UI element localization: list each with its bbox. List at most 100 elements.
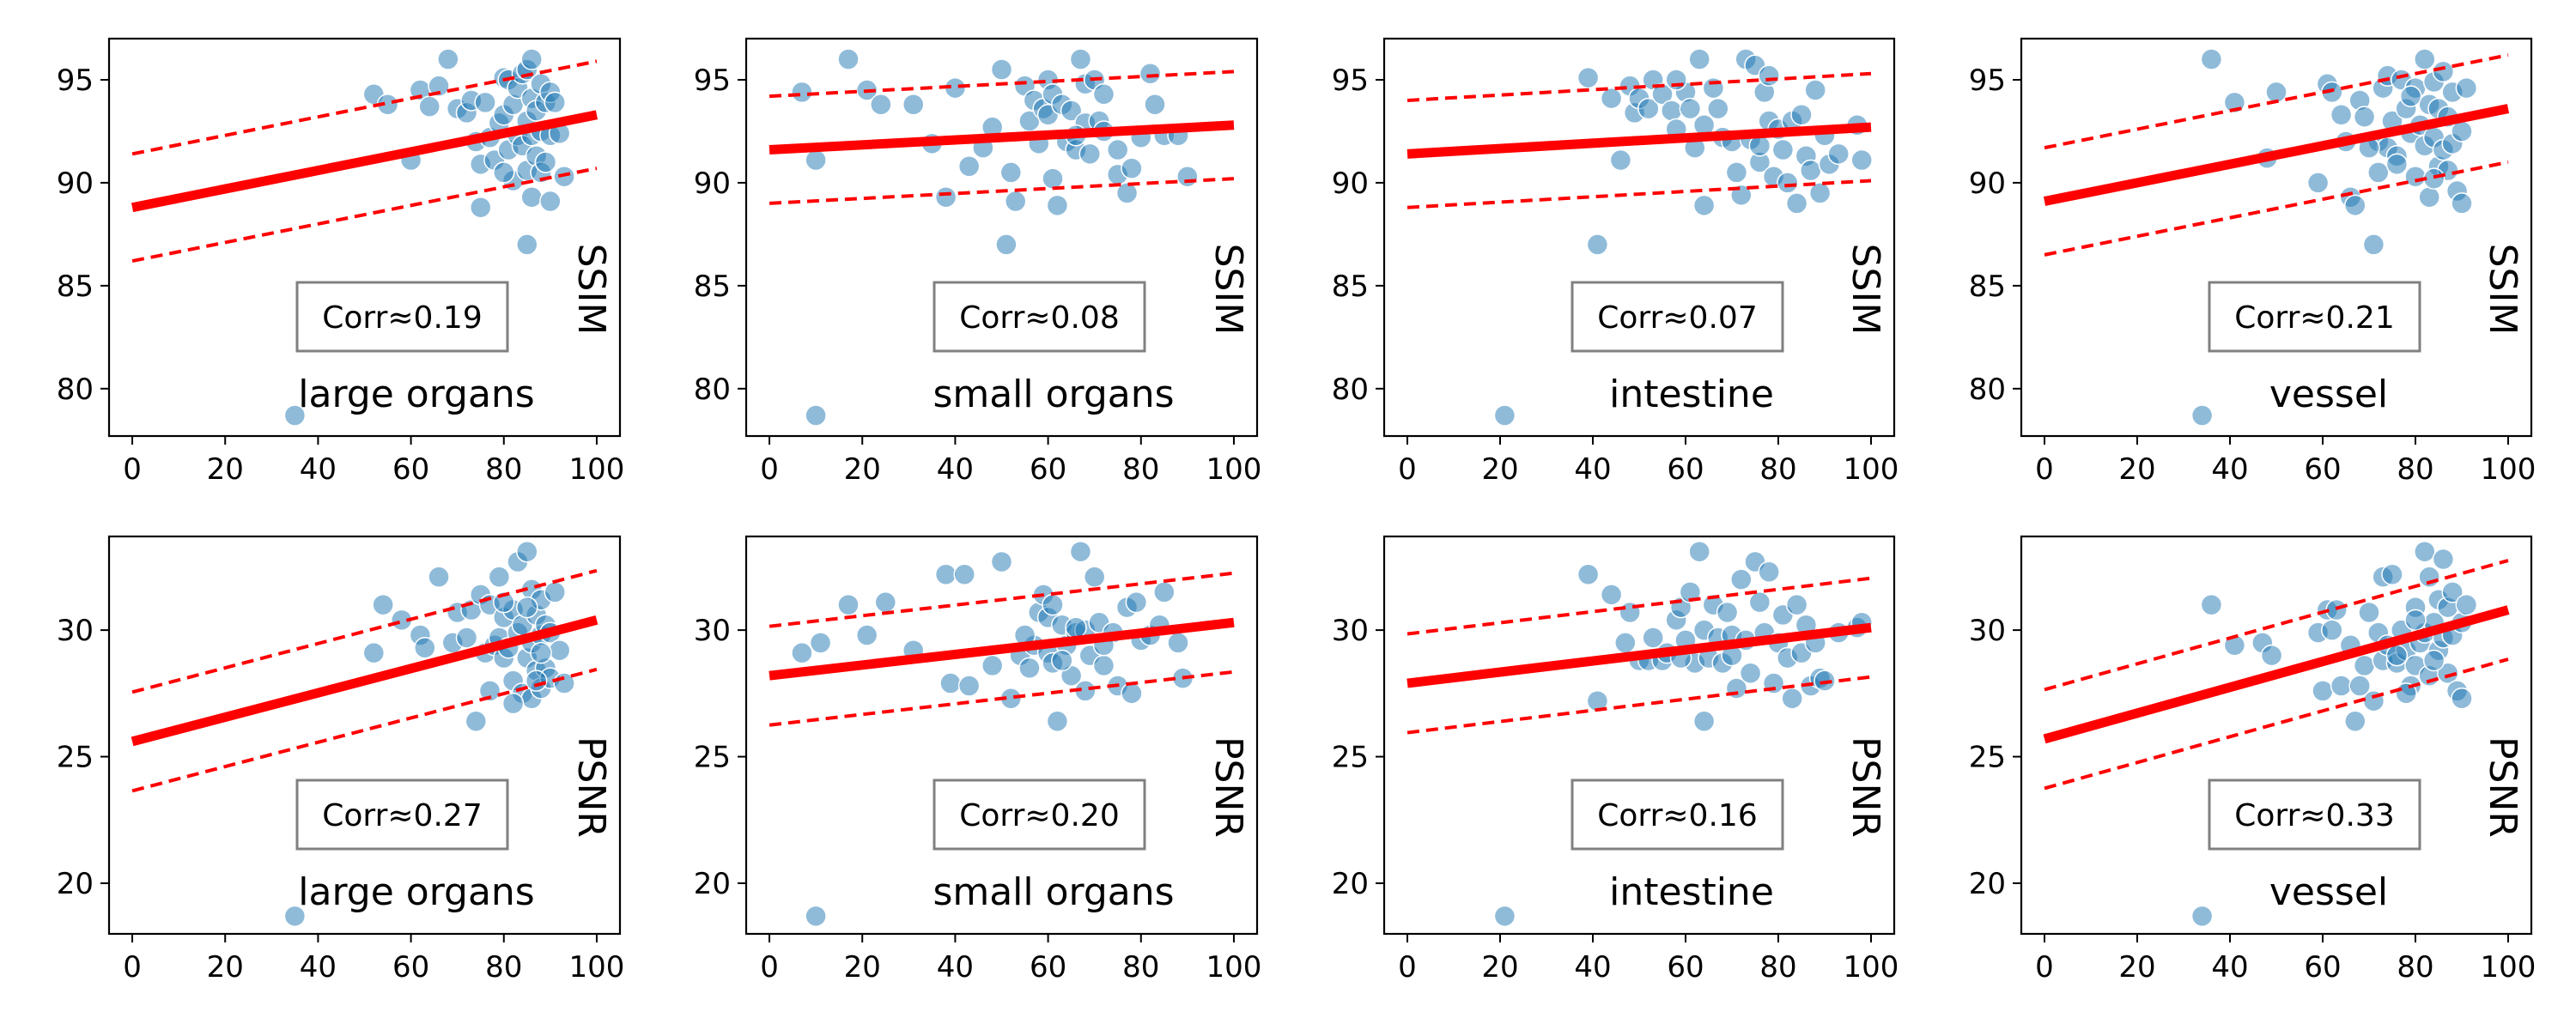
data-point: [1739, 662, 1762, 684]
regression-line: [769, 120, 1235, 155]
data-point: [1042, 167, 1064, 190]
group-label: vessel: [2269, 870, 2388, 914]
data-point: [2330, 104, 2353, 126]
data-point: [870, 94, 892, 116]
y-tick-label: 90: [694, 167, 731, 201]
data-point: [2200, 48, 2223, 70]
y-tick-label: 95: [694, 64, 731, 98]
data-point: [981, 654, 1004, 677]
x-tick-label: 80: [485, 452, 522, 487]
data-point: [2418, 185, 2440, 209]
data-point: [2385, 644, 2409, 667]
corr-label: Corr≈0.21: [2234, 300, 2394, 336]
data-point: [530, 641, 552, 664]
corr-label: Corr≈0.27: [322, 798, 482, 833]
data-point: [1808, 182, 1832, 204]
data-point: [2437, 662, 2459, 684]
y-tick-label: 30: [1969, 614, 2006, 648]
data-point: [1781, 687, 1803, 710]
group-label: intestine: [1609, 870, 1774, 914]
x-tick-label: 80: [1122, 452, 1159, 487]
upper-band-line: [1406, 576, 1872, 636]
data-point: [1018, 657, 1041, 680]
data-point: [1850, 148, 1873, 172]
lower-band-line: [769, 177, 1235, 205]
metric-label: PSNR: [1206, 736, 1250, 838]
plot-area: [131, 48, 598, 427]
data-point: [2432, 548, 2455, 571]
data-point: [2200, 593, 2223, 616]
data-point: [1046, 710, 1069, 733]
data-point: [1804, 79, 1826, 101]
data-point: [999, 161, 1023, 184]
data-point: [2451, 687, 2473, 710]
data-point: [1577, 66, 1600, 89]
corr-box: [295, 779, 509, 851]
data-point: [2455, 76, 2478, 100]
data-point: [1069, 540, 1092, 563]
data-point: [1692, 194, 1716, 217]
x-tick-label: 100: [1844, 950, 1899, 985]
x-tick-label: 0: [123, 950, 142, 985]
data-point: [372, 593, 394, 616]
data-point: [2312, 680, 2334, 702]
x-tick-label: 100: [569, 452, 625, 487]
x-tick-label: 0: [1398, 950, 1417, 985]
data-point: [2348, 675, 2371, 697]
y-tick-label: 80: [57, 373, 94, 407]
data-point: [1092, 83, 1115, 106]
y-tick-label: 85: [1969, 270, 2006, 304]
metric-label: PSNR: [569, 736, 613, 838]
x-tick-label: 0: [1398, 452, 1417, 487]
data-point: [520, 185, 543, 209]
upper-band-line: [131, 59, 598, 156]
x-tick-label: 20: [844, 950, 881, 985]
data-point: [2414, 540, 2436, 563]
data-point: [990, 58, 1013, 81]
x-tick-label: 100: [1844, 452, 1899, 487]
axes-frame: [1382, 37, 1896, 438]
data-point: [2344, 194, 2366, 217]
x-tick-label: 100: [2481, 452, 2537, 487]
data-point: [474, 91, 496, 114]
data-point: [1725, 161, 1748, 184]
data-point: [455, 627, 478, 649]
upper-band-line: [769, 70, 1235, 99]
x-tick-label: 40: [300, 950, 337, 985]
y-tick-label: 25: [57, 741, 94, 775]
data-point: [1046, 194, 1069, 217]
data-point: [414, 637, 436, 659]
corr-label: Corr≈0.20: [959, 798, 1119, 833]
data-point: [488, 566, 511, 588]
data-point: [1153, 581, 1176, 603]
data-point: [428, 566, 450, 588]
x-tick-label: 80: [1759, 950, 1796, 985]
data-point: [2385, 153, 2409, 176]
plot-area: [769, 48, 1235, 427]
x-tick-label: 40: [300, 452, 337, 487]
data-point: [805, 148, 827, 172]
data-point: [953, 563, 975, 585]
data-point: [1637, 97, 1660, 120]
data-point: [2353, 654, 2376, 677]
y-tick-label: 80: [1332, 373, 1369, 407]
y-tick-label: 80: [694, 373, 731, 407]
data-point: [501, 692, 525, 715]
data-point: [1139, 63, 1162, 85]
data-point: [837, 48, 860, 70]
data-point: [1600, 584, 1623, 606]
data-point: [1730, 568, 1753, 591]
data-point: [418, 95, 440, 118]
axes-frame: [744, 37, 1259, 438]
data-point: [516, 540, 538, 563]
regression-line: [769, 617, 1235, 681]
x-tick-label: 0: [123, 452, 142, 487]
data-point: [1092, 654, 1115, 677]
data-point: [437, 48, 459, 70]
axes-frame: [2020, 37, 2533, 438]
data-point: [957, 675, 981, 697]
y-tick-label: 20: [1969, 867, 2006, 901]
corr-box: [933, 779, 1146, 851]
data-point: [1144, 94, 1166, 116]
